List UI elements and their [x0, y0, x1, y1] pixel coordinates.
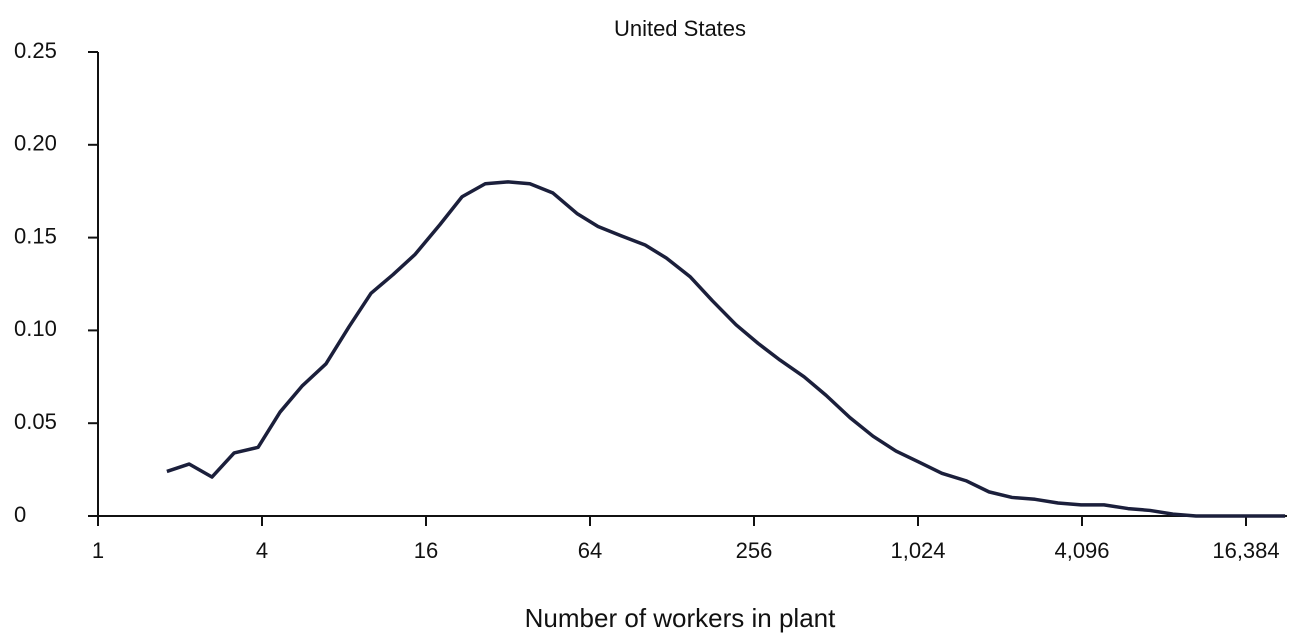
x-tick-label: 64	[578, 538, 602, 563]
y-tick-label: 0.25	[14, 38, 57, 63]
x-tick-label: 16,384	[1212, 538, 1279, 563]
data-line	[166, 180, 1286, 518]
y-tick-label: 0	[14, 502, 26, 527]
chart-title: United States	[614, 16, 746, 41]
x-tick-label: 1,024	[890, 538, 945, 563]
y-tick-label: 0.20	[14, 131, 57, 156]
x-tick-label: 256	[736, 538, 773, 563]
y-tick-label: 0.15	[14, 223, 57, 248]
y-tick-label: 0.10	[14, 316, 57, 341]
y-tick-label: 0.05	[14, 409, 57, 434]
x-tick-label: 4,096	[1054, 538, 1109, 563]
x-tick-label: 16	[414, 538, 438, 563]
x-tick-label: 1	[92, 538, 104, 563]
x-tick-label: 4	[256, 538, 268, 563]
x-axis-label: Number of workers in plant	[525, 603, 836, 633]
